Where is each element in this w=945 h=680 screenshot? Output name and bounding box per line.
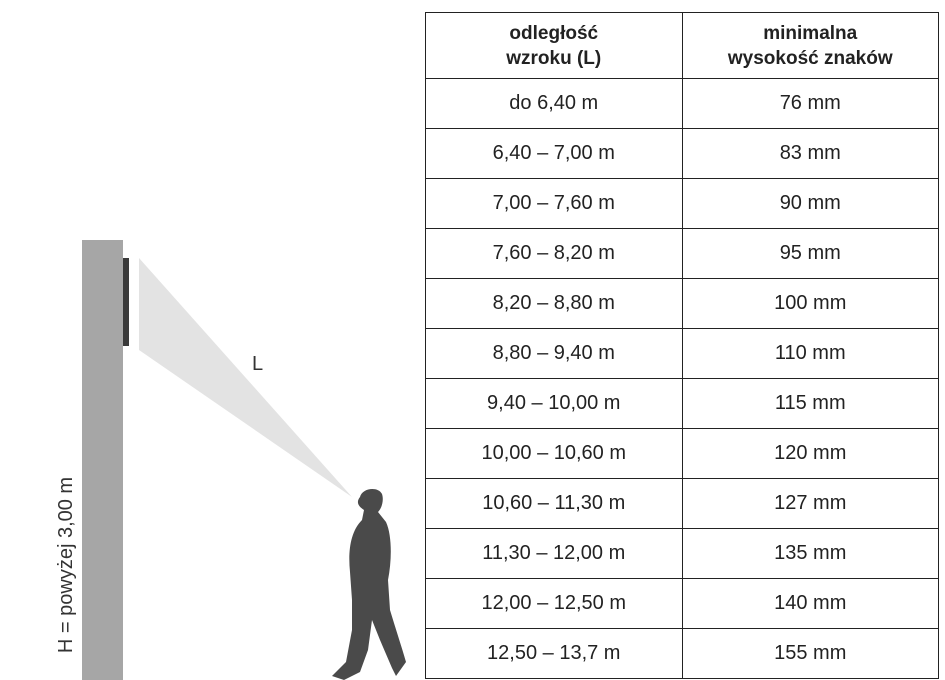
wall: [82, 240, 123, 680]
header-line: odległość: [509, 22, 599, 44]
distance-label: L: [252, 353, 263, 375]
viewing-diagram: L H = powyżej 3,00 m: [55, 240, 406, 680]
header-line: wysokość znaków: [727, 47, 893, 69]
distance-cell: 9,40 – 10,00 m: [425, 378, 683, 429]
table-row: 9,40 – 10,00 m 115 mm: [425, 378, 939, 429]
distance-cell: 6,40 – 7,00 m: [425, 128, 683, 179]
height-cell: 100 mm: [681, 278, 939, 329]
height-cell: 83 mm: [681, 128, 939, 179]
table-row: 10,60 – 11,30 m 127 mm: [425, 478, 939, 529]
header-cell: odległość wzroku (L): [425, 12, 683, 79]
person: [332, 488, 406, 680]
table-row: 7,00 – 7,60 m 90 mm: [425, 178, 939, 229]
table-row: 8,20 – 8,80 m 100 mm: [425, 278, 939, 329]
height-cell: 135 mm: [681, 528, 939, 579]
distance-cell: 10,00 – 10,60 m: [425, 428, 683, 479]
height-label: H = powyżej 3,00 m: [55, 477, 77, 653]
table-row: 12,00 – 12,50 m 140 mm: [425, 578, 939, 629]
distance-cell: 7,00 – 7,60 m: [425, 178, 683, 229]
height-cell: 127 mm: [681, 478, 939, 529]
table-row: 6,40 – 7,00 m 83 mm: [425, 128, 939, 179]
height-cell: 110 mm: [681, 328, 939, 379]
header-line: minimalna: [763, 22, 858, 44]
height-cell: 95 mm: [681, 228, 939, 279]
header-line: wzroku (L): [506, 47, 602, 69]
height-cell: 90 mm: [681, 178, 939, 229]
table-body: do 6,40 m 76 mm 6,40 – 7,00 m 83 mm 7,00 – 7…: [425, 78, 939, 679]
table-row: 8,80 – 9,40 m 110 mm: [425, 328, 939, 379]
table-row: 11,30 – 12,00 m 135 mm: [425, 528, 939, 579]
table-row: 10,00 – 10,60 m 120 mm: [425, 428, 939, 479]
table-row: 7,60 – 8,20 m 95 mm: [425, 228, 939, 279]
distance-cell: 11,30 – 12,00 m: [425, 528, 683, 579]
distance-cell: do 6,40 m: [425, 78, 683, 129]
distance-cell: 7,60 – 8,20 m: [425, 228, 683, 279]
height-cell: 115 mm: [681, 378, 939, 429]
height-cell: 76 mm: [681, 78, 939, 129]
header-cell: minimalna wysokość znaków: [681, 12, 939, 79]
sight-cone: [139, 258, 352, 497]
distance-cell: 8,80 – 9,40 m: [425, 328, 683, 379]
size-table: odległość wzroku (L) minimalna wysokość zn…: [425, 12, 939, 679]
table-row: 12,50 – 13,7 m 155 mm: [425, 628, 939, 679]
distance-cell: 12,50 – 13,7 m: [425, 628, 683, 679]
distance-cell: 10,60 – 11,30 m: [425, 478, 683, 529]
height-cell: 120 mm: [681, 428, 939, 479]
sign: [123, 258, 129, 346]
distance-cell: 8,20 – 8,80 m: [425, 278, 683, 329]
distance-cell: 12,00 – 12,50 m: [425, 578, 683, 629]
height-cell: 155 mm: [681, 628, 939, 679]
height-cell: 140 mm: [681, 578, 939, 629]
table-row: do 6,40 m 76 mm: [425, 78, 939, 129]
header-row: odległość wzroku (L) minimalna wysokość zn…: [425, 12, 939, 79]
